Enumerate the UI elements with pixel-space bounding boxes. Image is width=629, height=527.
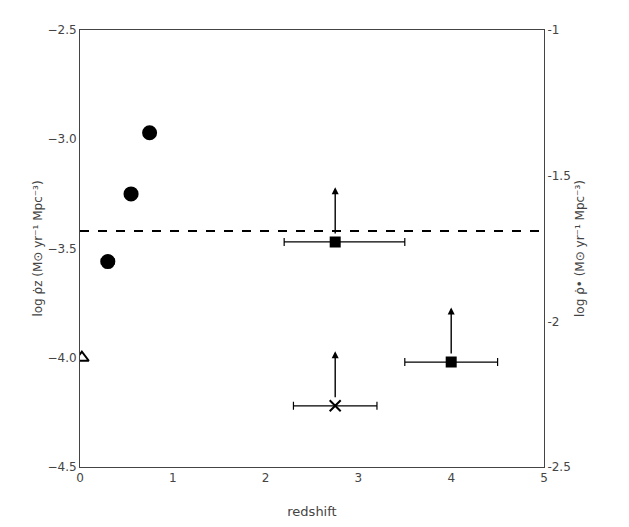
- svg-text:-2.5: -2.5: [547, 460, 570, 474]
- svg-text:3: 3: [355, 471, 363, 485]
- svg-text:-2: -2: [547, 315, 559, 329]
- svg-text:−2.5: −2.5: [47, 23, 76, 37]
- svg-text:5: 5: [540, 471, 548, 485]
- svg-text:−4.0: −4.0: [47, 351, 76, 365]
- svg-text:log ρ̇z (M⊙ yr⁻¹ Mpc⁻³): log ρ̇z (M⊙ yr⁻¹ Mpc⁻³): [31, 180, 45, 316]
- svg-text:4: 4: [447, 471, 455, 485]
- svg-text:2: 2: [262, 471, 270, 485]
- svg-text:log ρ̇• (M⊙ yr⁻¹ Mpc⁻³): log ρ̇• (M⊙ yr⁻¹ Mpc⁻³): [573, 180, 587, 317]
- svg-text:redshift: redshift: [287, 504, 336, 519]
- svg-text:−4.5: −4.5: [47, 460, 76, 474]
- svg-text:1: 1: [169, 471, 177, 485]
- svg-text:-1: -1: [547, 23, 559, 37]
- svg-text:−3.0: −3.0: [47, 132, 76, 146]
- svg-text:−3.5: −3.5: [47, 242, 76, 256]
- svg-text:0: 0: [76, 471, 84, 485]
- svg-text:-1.5: -1.5: [547, 169, 570, 183]
